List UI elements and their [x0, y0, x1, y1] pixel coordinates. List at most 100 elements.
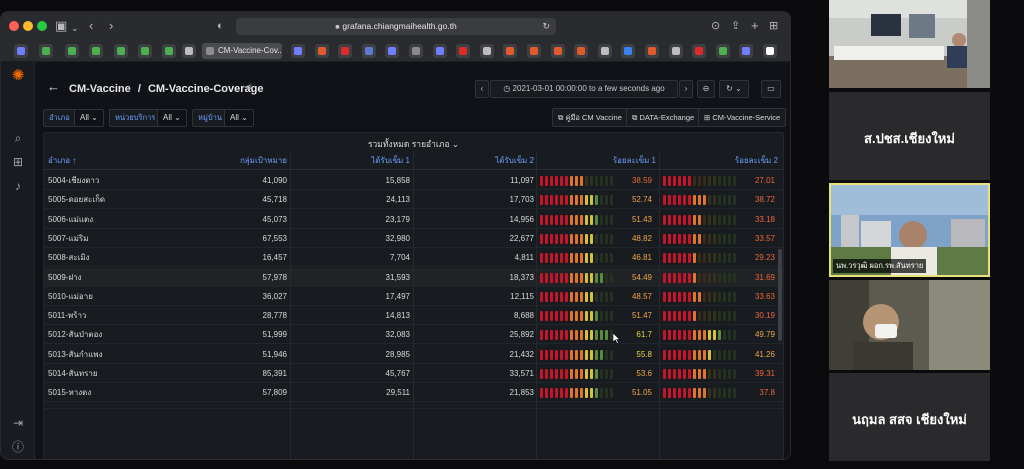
time-shift-back-button[interactable]: ‹	[475, 80, 489, 98]
bar-gauge-segment	[713, 233, 716, 244]
bookmark-favicon-icon[interactable]	[162, 44, 176, 58]
bookmark-favicon-icon[interactable]	[409, 44, 423, 58]
bar-gauge-segment	[718, 330, 721, 341]
bookmark-favicon-icon[interactable]	[550, 44, 565, 58]
tab-overview-icon[interactable]: ⊞	[769, 20, 779, 32]
maximize-window-button[interactable]	[37, 21, 47, 31]
bookmark-favicon-icon[interactable]	[89, 44, 103, 58]
bar-gauge-segment	[703, 291, 706, 302]
privacy-shield-icon[interactable]: ◐	[217, 20, 224, 32]
link-cm-vaccine-manual[interactable]: ⧉ คู่มือ CM Vaccine	[552, 108, 628, 127]
video-tile-3-active-speaker[interactable]: นพ.วรวุฒิ ผอก.รพ.สันทราย	[829, 183, 990, 277]
bookmark-favicon-icon[interactable]	[385, 44, 400, 58]
bookmark-favicon-icon[interactable]	[39, 44, 53, 58]
sign-in-icon[interactable]: ⇥	[12, 416, 24, 430]
dashboards-icon[interactable]: ⊞	[12, 155, 24, 169]
favicon-glyph	[718, 47, 727, 55]
bar-gauge-segment	[733, 214, 736, 225]
percent-dose2-value: 33.57	[754, 233, 775, 243]
link-data-exchange[interactable]: ⧉ DATA-Exchange	[626, 108, 701, 127]
sidebar-toggle-icon[interactable]: ▣	[55, 18, 68, 33]
bar-gauge-segment	[698, 253, 701, 264]
grafana-logo-icon[interactable]: ✺	[11, 67, 25, 84]
breadcrumb-folder[interactable]: CM-Vaccine	[69, 83, 131, 95]
video-tile-4[interactable]	[829, 280, 990, 370]
close-window-button[interactable]	[9, 21, 19, 31]
panel-title[interactable]: รวมทั้งหมด รายอำเภอ ⌄	[44, 137, 783, 151]
chevron-down-icon[interactable]: ⌄	[71, 23, 79, 33]
percent-dose1-value: 46.81	[631, 253, 652, 263]
bookmark-favicon-icon[interactable]	[314, 44, 329, 58]
share-icon[interactable]: ⇪	[731, 20, 741, 32]
bar-gauge-segment	[600, 349, 603, 360]
bookmark-favicon-icon[interactable]	[597, 44, 612, 58]
breadcrumb-dashboard[interactable]: CM-Vaccine-Coverage	[147, 83, 264, 95]
bookmark-favicon-icon[interactable]	[291, 44, 305, 58]
bookmark-favicon-icon[interactable]	[739, 44, 754, 58]
search-icon[interactable]: ⌕	[14, 131, 22, 145]
back-arrow-icon[interactable]: ←	[47, 79, 60, 94]
video-tile-2[interactable]: ส.ปชส.เชียงใหม่	[829, 92, 990, 180]
column-header-1[interactable]: กลุ่มเป้าหมาย	[239, 156, 287, 165]
address-bar[interactable]: ■ grafana.chiangmaihealth.go.th ↻	[236, 18, 556, 35]
bookmark-favicon-icon[interactable]	[527, 44, 541, 58]
share-dashboard-icon[interactable]: ⋖	[244, 82, 253, 93]
forward-icon[interactable]: ›	[109, 18, 114, 33]
bookmark-favicon-icon[interactable]	[14, 44, 28, 58]
bookmark-favicon-icon[interactable]	[715, 44, 730, 58]
bar-gauge-segment	[575, 233, 578, 244]
bar-gauge	[540, 214, 615, 225]
video-tile-5[interactable]: นฤมล สสจ เชียงใหม่	[829, 373, 990, 461]
column-header-4[interactable]: ร้อยละเข็ม 1	[612, 156, 656, 165]
column-header-0[interactable]: อำเภอ ↑	[48, 156, 77, 165]
time-range-picker[interactable]: ◷ 2021-03-01 00:00:00 to a few seconds a…	[490, 80, 678, 98]
bookmark-favicon-icon[interactable]	[338, 44, 353, 58]
bar-gauge-segment	[663, 233, 666, 244]
bookmark-favicon-icon[interactable]	[621, 44, 636, 58]
video-tile-1[interactable]	[829, 0, 990, 88]
bookmark-favicon-icon[interactable]	[574, 44, 589, 58]
zoom-out-button[interactable]: ⊖	[697, 80, 715, 98]
column-header-2[interactable]: ได้รับเข็ม 1	[371, 156, 410, 165]
time-shift-forward-button[interactable]: ›	[679, 80, 693, 98]
back-icon[interactable]: ‹	[89, 18, 94, 33]
bookmark-favicon-icon[interactable]	[361, 44, 376, 58]
bookmark-favicon-icon[interactable]	[692, 44, 707, 58]
bookmark-favicon-icon[interactable]	[456, 44, 471, 58]
variable-select-district[interactable]: All ⌄	[74, 109, 104, 127]
reload-icon[interactable]: ↻	[542, 21, 550, 31]
tv-mode-button[interactable]: ▭	[761, 80, 781, 98]
bookmark-favicon-icon[interactable]	[114, 44, 128, 58]
bookmark-favicon-icon[interactable]	[668, 44, 683, 58]
bookmark-favicon-icon[interactable]	[503, 44, 518, 58]
refresh-button[interactable]: ↻ ⌄	[719, 80, 749, 98]
variable-select-village[interactable]: All ⌄	[224, 109, 254, 127]
bar-gauge-segment	[733, 311, 736, 322]
variable-select-unit[interactable]: All ⌄	[157, 109, 187, 127]
bookmark-favicon-icon[interactable]	[182, 44, 196, 58]
link-cm-vaccine-service[interactable]: ⊞ CM-Vaccine-Service	[698, 108, 787, 127]
bookmark-favicon-icon[interactable]	[645, 44, 659, 58]
download-icon[interactable]: ⊙	[711, 20, 721, 32]
table-scrollbar[interactable]	[778, 249, 782, 341]
bar-gauge	[540, 291, 615, 302]
bookmark-favicon-icon[interactable]	[479, 44, 494, 58]
minimize-window-button[interactable]	[23, 21, 33, 31]
favicon-glyph	[553, 47, 562, 55]
bell-icon[interactable]: ♪	[15, 179, 21, 193]
column-header-3[interactable]: ได้รับเข็ม 2	[495, 156, 534, 165]
bar-gauge-segment	[668, 233, 671, 244]
bar-gauge-segment	[733, 388, 736, 399]
bar-gauge-segment	[683, 195, 686, 206]
tab-active[interactable]: CM-Vaccine-Cov...	[202, 43, 282, 59]
help-icon[interactable]: ⓘ	[11, 440, 24, 454]
percent-dose2-value: 30.19	[754, 311, 775, 321]
bookmark-favicon-icon[interactable]	[763, 44, 777, 58]
grafana-sidemenu: ✺ ⌕ ⊞ ♪ ⇥ ⓘ	[1, 62, 35, 459]
bar-gauge-segment	[545, 388, 548, 399]
bookmark-favicon-icon[interactable]	[138, 44, 152, 58]
column-header-5[interactable]: ร้อยละเข็ม 2	[734, 156, 778, 165]
new-tab-icon[interactable]: +	[751, 18, 759, 33]
bookmark-favicon-icon[interactable]	[65, 44, 79, 58]
bookmark-favicon-icon[interactable]	[432, 44, 447, 58]
